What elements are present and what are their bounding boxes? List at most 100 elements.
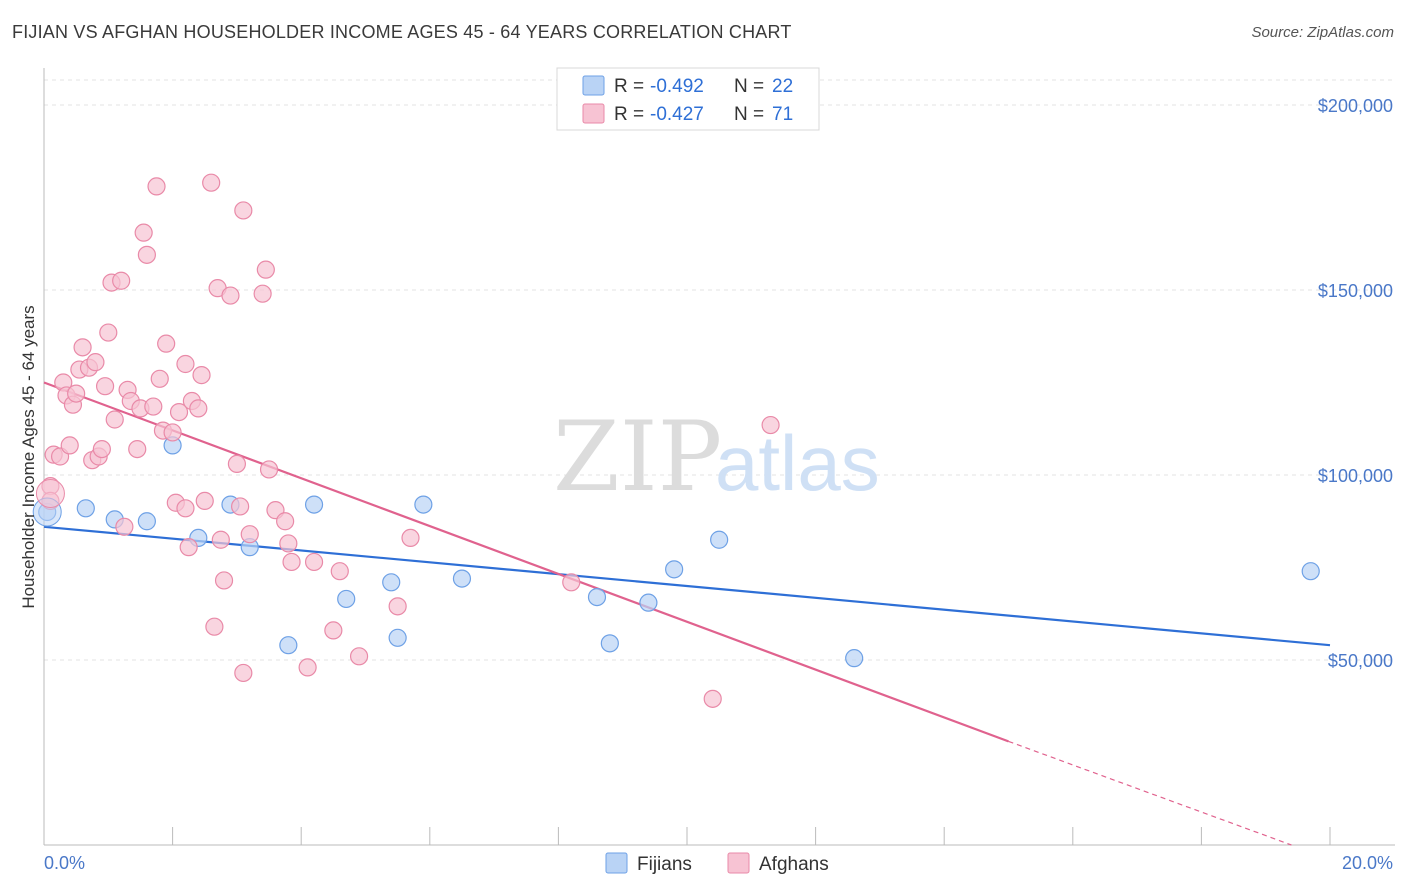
legend-r-value-1: -0.492 — [650, 76, 704, 97]
fijian-point — [304, 495, 324, 514]
afghan-point — [105, 410, 124, 429]
afghan-point — [179, 538, 198, 557]
y-tick-label: $100,000 — [1318, 466, 1393, 486]
afghan-point — [211, 530, 230, 549]
afghan-point — [176, 499, 195, 518]
legend: R = -0.492 N = 22 R = -0.427 N = 71 — [556, 67, 820, 131]
x-ticks — [43, 827, 1331, 845]
fijian-point — [382, 573, 401, 592]
source-note: Source: ZipAtlas.com — [1251, 24, 1394, 41]
afghan-point — [95, 377, 115, 396]
afghan-point — [562, 573, 581, 592]
afghan-point — [253, 284, 272, 303]
afghan-point — [163, 423, 182, 442]
bottom-legend-swatch-fijians — [605, 852, 628, 874]
afghan-point — [147, 177, 166, 196]
fijian-point — [845, 649, 864, 668]
fijian-point — [76, 499, 95, 518]
y-tick-label: $200,000 — [1318, 96, 1393, 116]
afghan-point — [86, 353, 105, 372]
legend-n-label-1: N = — [734, 76, 764, 97]
legend-n-label-2: N = — [734, 104, 764, 125]
afghan-point — [157, 334, 176, 353]
afghan-point — [761, 415, 780, 435]
fijian-point — [337, 589, 356, 609]
afghan-point — [279, 534, 298, 553]
afghan-point — [259, 460, 279, 479]
afghan-point — [189, 399, 208, 418]
afghan-point — [703, 689, 722, 708]
fijian-point — [414, 495, 433, 514]
afghan-point — [67, 384, 86, 403]
afghan-point — [234, 201, 253, 220]
afghan-point — [150, 369, 169, 388]
afghan-point — [112, 271, 131, 290]
afghan-point — [349, 647, 369, 666]
legend-swatch-fijians — [582, 75, 605, 96]
fijian-point — [600, 634, 619, 653]
afghan-point — [214, 571, 234, 590]
fijian-point — [452, 569, 472, 588]
bottom-legend-swatch-afghans — [727, 852, 750, 874]
afghan-point — [137, 245, 156, 264]
fijian-point — [665, 560, 684, 579]
afghan-point — [176, 354, 195, 374]
fijian-point — [388, 628, 407, 647]
watermark: ZIP atlas — [553, 401, 880, 513]
legend-swatch-afghans — [582, 103, 605, 124]
legend-n-value-2: 71 — [772, 104, 793, 125]
afghan-point — [73, 338, 92, 357]
y-tick-labels: $50,000 $100,000 $150,000 $200,000 — [1318, 96, 1393, 671]
afghan-trend-line — [43, 381, 1009, 743]
legend-r-label-2: R = — [614, 104, 644, 125]
afghan-point — [115, 517, 134, 536]
y-axis-title: Householder Income Ages 45 - 64 years — [19, 305, 38, 608]
fijian-point — [710, 530, 729, 549]
legend-n-value-1: 22 — [772, 76, 793, 97]
y-tick-label: $50,000 — [1328, 651, 1393, 671]
afghan-point — [192, 366, 211, 385]
bottom-legend-label-afghans: Afghans — [759, 854, 829, 875]
data-points — [32, 173, 1320, 708]
afghan-point — [99, 323, 118, 342]
fijian-point — [279, 636, 298, 655]
afghan-point — [276, 512, 295, 531]
afghan-point — [221, 286, 240, 305]
afghan-point — [304, 552, 324, 572]
fijian-point — [1301, 562, 1320, 581]
watermark-zip: ZIP — [553, 401, 722, 513]
watermark-atlas: atlas — [715, 419, 880, 507]
chart-title: FIJIAN VS AFGHAN HOUSEHOLDER INCOME AGES… — [12, 22, 792, 42]
fijian-point — [639, 593, 658, 612]
gridlines — [44, 79, 1395, 661]
afghan-point — [298, 658, 317, 677]
afghan-point — [324, 621, 343, 640]
fijian-trend-line — [43, 525, 1331, 647]
afghan-point — [282, 552, 301, 572]
afghan-point — [202, 173, 221, 192]
afghan-point — [169, 403, 189, 422]
afghan-trend-extension — [1008, 740, 1292, 846]
afghan-point — [234, 663, 253, 683]
axes — [43, 68, 1395, 846]
bottom-legend-label-fijians: Fijians — [637, 854, 692, 875]
y-tick-label: $150,000 — [1318, 281, 1393, 301]
afghan-point — [92, 440, 111, 459]
afghan-point — [330, 562, 349, 581]
afghan-point — [134, 223, 153, 242]
fijian-point — [587, 587, 607, 607]
afghan-point — [144, 397, 163, 416]
x-tick-label-min: 0.0% — [44, 853, 85, 873]
afghan-point — [256, 260, 275, 279]
afghan-point — [128, 440, 147, 459]
afghan-point — [227, 454, 246, 473]
bottom-legend: Fijians Afghans — [605, 852, 829, 875]
legend-r-label-1: R = — [614, 76, 644, 97]
afghan-point — [240, 525, 259, 544]
afghan-point — [388, 597, 407, 616]
afghan-point — [401, 528, 420, 548]
legend-r-value-2: -0.427 — [650, 104, 704, 125]
afghan-point — [205, 617, 224, 636]
afghan-point — [231, 497, 250, 516]
fijian-point — [137, 512, 156, 531]
